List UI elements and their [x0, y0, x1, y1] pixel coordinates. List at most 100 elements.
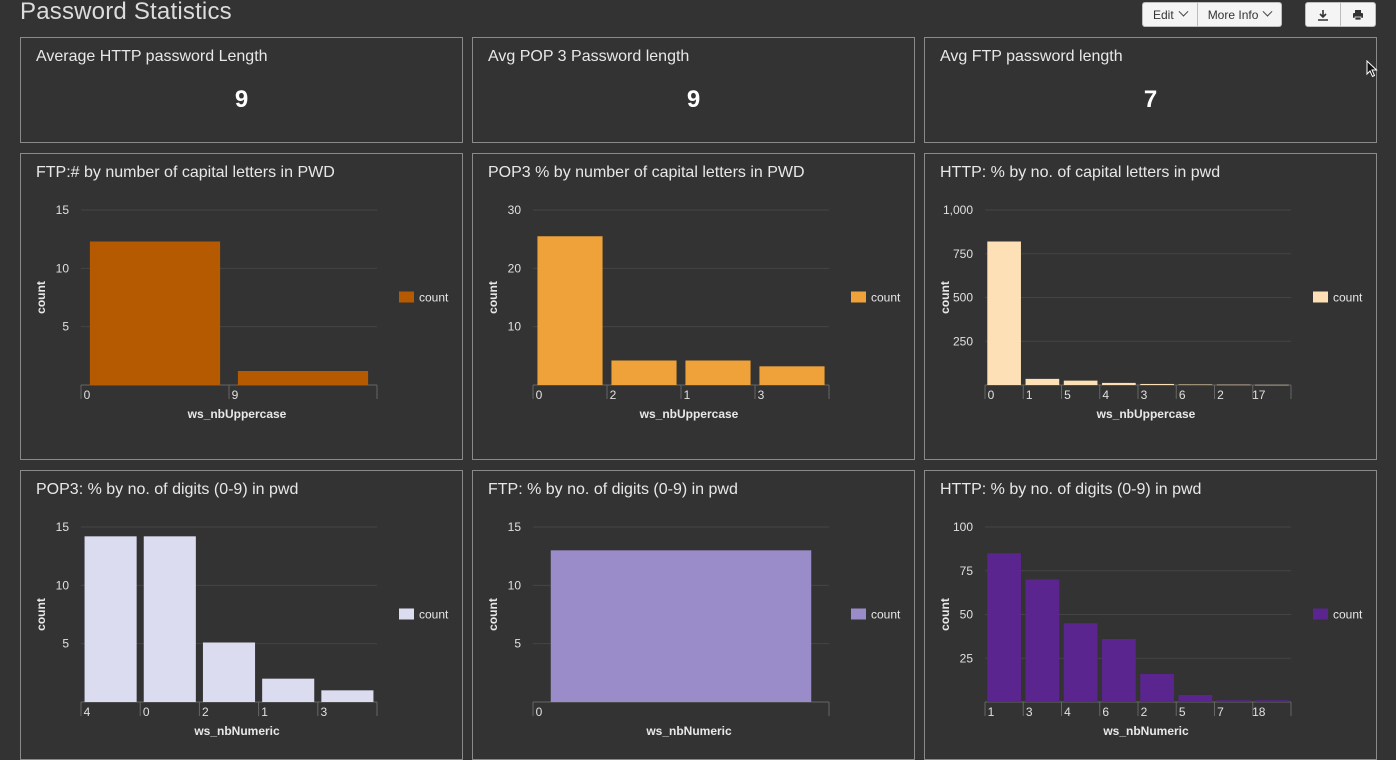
x-tick-label: 2	[610, 388, 617, 402]
y-tick-label: 10	[508, 320, 522, 334]
x-tick-label: 0	[84, 388, 91, 402]
y-axis-title: count	[34, 281, 48, 314]
chart-panel-http-digits: HTTP: % by no. of digits (0-9) in pwd 25…	[924, 470, 1377, 760]
legend-swatch	[1313, 291, 1328, 303]
x-tick-label: 0	[988, 388, 995, 402]
x-tick-label: 1	[684, 388, 691, 402]
bar	[1063, 380, 1098, 385]
edit-toolbar: Edit More Info	[1142, 2, 1283, 27]
bar	[1063, 623, 1098, 702]
y-tick-label: 100	[953, 520, 973, 534]
single-value-panel-pop3: Avg POP 3 Password length 9	[472, 37, 915, 143]
more-info-label: More Info	[1207, 7, 1259, 22]
bar	[202, 642, 256, 702]
bar	[987, 241, 1021, 385]
bar	[262, 678, 315, 702]
x-tick-label: 4	[1102, 388, 1109, 402]
panel-title: Average HTTP password Length	[36, 48, 268, 65]
x-tick-label: 6	[1102, 705, 1109, 719]
single-value-panel-ftp: Avg FTP password length 7	[924, 37, 1377, 143]
y-tick-label: 15	[56, 203, 70, 217]
legend-label: count	[871, 291, 901, 305]
y-tick-label: 750	[953, 247, 973, 261]
y-tick-label: 20	[508, 261, 522, 275]
y-tick-label: 5	[62, 637, 69, 651]
x-tick-label: 3	[758, 388, 765, 402]
edit-label: Edit	[1153, 7, 1174, 22]
x-tick-label: 17	[1252, 388, 1266, 402]
bar	[237, 371, 369, 385]
legend-swatch	[399, 291, 414, 303]
single-value: 9	[686, 86, 701, 113]
y-tick-label: 10	[56, 261, 70, 275]
x-tick-label: 2	[202, 705, 209, 719]
bar	[143, 536, 196, 702]
y-tick-label: 5	[514, 637, 521, 651]
x-axis-title: ws_nbNumeric	[645, 724, 732, 738]
edit-button[interactable]: Edit	[1142, 2, 1198, 27]
y-axis-title: count	[938, 598, 952, 631]
bar	[987, 553, 1021, 702]
x-tick-label: 9	[232, 388, 239, 402]
panel-title: Avg POP 3 Password length	[488, 48, 690, 65]
y-tick-label: 15	[508, 520, 522, 534]
print-icon	[1353, 9, 1363, 20]
x-axis-title: ws_nbNumeric	[1102, 724, 1189, 738]
bar	[1102, 382, 1136, 385]
y-tick-label: 500	[953, 291, 973, 305]
legend-label: count	[419, 291, 449, 305]
x-axis-title: ws_nbUppercase	[187, 407, 287, 421]
bar-chart: 5 10 15 4 0 2 1 3 ws_nbNumeric count count	[34, 520, 449, 738]
bar	[685, 360, 751, 385]
x-axis-title: ws_nbUppercase	[639, 407, 739, 421]
bar	[550, 550, 812, 702]
y-tick-label: 250	[953, 334, 973, 348]
x-tick-label: 0	[536, 705, 543, 719]
bar	[321, 690, 374, 702]
x-tick-label: 2	[1141, 705, 1148, 719]
chart-panel-pop3-digits: POP3: % by no. of digits (0-9) in pwd 5 1…	[20, 470, 463, 760]
mouse-cursor-icon	[1366, 60, 1378, 78]
panel-title: FTP:# by number of capital letters in PW…	[36, 164, 335, 181]
bar-chart: 5 10 15 0 9 ws_nbUppercase count count	[34, 203, 449, 421]
bar	[537, 236, 603, 385]
x-tick-label: 3	[1026, 705, 1033, 719]
x-axis-title: ws_nbUppercase	[1096, 407, 1196, 421]
panel-title: POP3 % by number of capital letters in P…	[488, 164, 805, 181]
x-tick-label: 18	[1252, 705, 1266, 719]
page-title: Password Statistics	[20, 0, 232, 25]
legend-swatch	[1313, 608, 1328, 620]
more-info-button[interactable]: More Info	[1197, 2, 1283, 27]
legend-swatch	[851, 291, 866, 303]
panel-title: HTTP: % by no. of capital letters in pwd	[940, 164, 1221, 181]
panel-title: Avg FTP password length	[940, 48, 1123, 65]
export-toolbar	[1305, 2, 1376, 27]
y-tick-label: 1,000	[943, 203, 973, 217]
legend-label: count	[419, 608, 449, 622]
legend-label: count	[1333, 291, 1363, 305]
single-value: 7	[1143, 86, 1158, 113]
download-button[interactable]	[1305, 2, 1341, 27]
bar	[759, 366, 825, 385]
y-tick-label: 10	[508, 578, 522, 592]
panel-title: POP3: % by no. of digits (0-9) in pwd	[36, 481, 299, 498]
x-tick-label: 4	[84, 705, 91, 719]
x-tick-label: 7	[1217, 705, 1224, 719]
legend-label: count	[1333, 608, 1363, 622]
bar	[1178, 384, 1213, 385]
print-button[interactable]	[1341, 2, 1376, 27]
y-tick-label: 5	[62, 320, 69, 334]
legend-swatch	[399, 608, 414, 620]
chart-panel-http-uppercase: HTTP: % by no. of capital letters in pwd…	[924, 153, 1377, 460]
y-axis-title: count	[938, 281, 952, 314]
single-value-panel-http: Average HTTP password Length 9	[20, 37, 463, 143]
bar	[1216, 700, 1251, 702]
bar	[1140, 383, 1174, 385]
y-tick-label: 25	[960, 651, 974, 665]
bar	[84, 536, 137, 702]
x-tick-label: 4	[1064, 705, 1071, 719]
bar	[1102, 639, 1136, 702]
bar	[1178, 695, 1213, 702]
bar-chart: 5 10 15 0 ws_nbNumeric count count	[486, 520, 901, 738]
